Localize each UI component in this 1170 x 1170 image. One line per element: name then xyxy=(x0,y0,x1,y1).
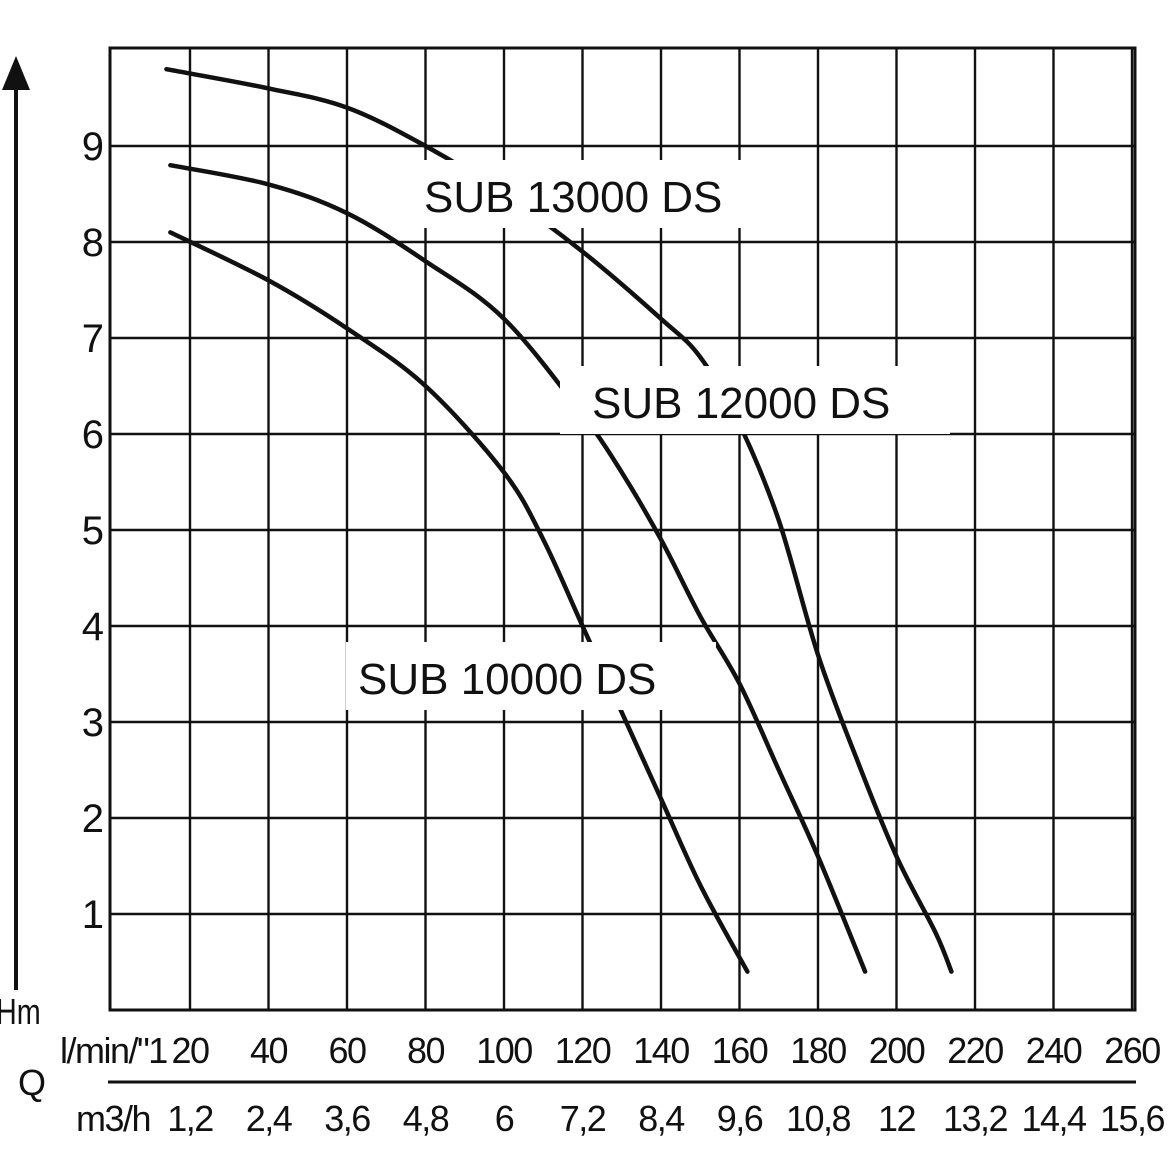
x-tick-label-secondary: 6 xyxy=(495,1098,514,1139)
curve-sub-12000 xyxy=(168,162,868,974)
x-tick-label-primary: 120 xyxy=(555,1030,611,1071)
x-tick-label-primary: 100 xyxy=(476,1030,532,1071)
plot-frame xyxy=(108,46,1137,1012)
x-axis-unit-primary: l/min/"1 xyxy=(60,1030,167,1071)
series-label-background xyxy=(346,642,716,710)
x-tick-label-secondary: 12 xyxy=(878,1098,916,1139)
x-tick-label-secondary: 14,4 xyxy=(1021,1098,1086,1139)
series-label-sub-12000: SUB 12000 DS xyxy=(592,379,890,428)
x-tick-label-secondary: 8,4 xyxy=(638,1098,684,1139)
x-axis-quantity-label: Q xyxy=(18,1062,46,1103)
x-tick-label-primary: 180 xyxy=(790,1030,846,1071)
y-tick-label: 2 xyxy=(82,797,104,841)
x-tick-label-primary: 220 xyxy=(947,1030,1003,1071)
x-tick-label-primary: 260 xyxy=(1104,1030,1160,1071)
x-tick-label-primary: 140 xyxy=(633,1030,689,1071)
performance-curves xyxy=(164,66,954,974)
x-tick-label-primary: 60 xyxy=(328,1030,366,1071)
curve-sub-13000 xyxy=(164,66,954,974)
x-tick-label-primary: 80 xyxy=(407,1030,445,1071)
y-tick-label: 4 xyxy=(82,605,104,649)
x-tick-label-secondary: 15,6 xyxy=(1100,1098,1165,1139)
y-tick-label: 5 xyxy=(82,509,104,553)
y-tick-label: 6 xyxy=(82,413,104,457)
curve-sub-10000 xyxy=(168,230,750,974)
x-tick-label-secondary: 7,2 xyxy=(560,1098,606,1139)
series-label-background xyxy=(410,160,780,228)
x-tick-label-secondary: 1,2 xyxy=(167,1098,213,1139)
series-label-sub-13000: SUB 13000 DS xyxy=(424,173,722,222)
y-tick-label: 9 xyxy=(82,125,104,169)
y-tick-label: 8 xyxy=(82,221,104,265)
x-tick-label-secondary: 4,8 xyxy=(403,1098,449,1139)
series-label-sub-10000: SUB 10000 DS xyxy=(358,655,656,704)
x-axis-unit-secondary: m3/h xyxy=(76,1098,150,1139)
x-tick-label-secondary: 3,6 xyxy=(324,1098,370,1139)
x-tick-label-primary: 200 xyxy=(869,1030,925,1071)
x-tick-label-primary: 160 xyxy=(712,1030,768,1071)
x-tick-label-secondary: 2,4 xyxy=(246,1098,292,1139)
y-axis-arrow-head xyxy=(2,56,30,90)
x-tick-label-secondary: 13,2 xyxy=(943,1098,1008,1139)
series-label-background xyxy=(560,366,950,434)
x-tick-label-primary: 240 xyxy=(1026,1030,1082,1071)
x-tick-label-secondary: 10,8 xyxy=(786,1098,851,1139)
x-tick-label-primary: 40 xyxy=(250,1030,288,1071)
y-tick-label: 7 xyxy=(82,317,104,361)
series-labels: SUB 13000 DS SUB 12000 DS SUB 10000 DS xyxy=(346,160,950,710)
x-tick-label-secondary: 9,6 xyxy=(717,1098,763,1139)
y-tick-label: 3 xyxy=(82,701,104,745)
y-tick-label: 1 xyxy=(82,893,104,937)
y-axis-label: Hm xyxy=(0,991,41,1032)
x-tick-label-primary: 20 xyxy=(171,1030,209,1071)
